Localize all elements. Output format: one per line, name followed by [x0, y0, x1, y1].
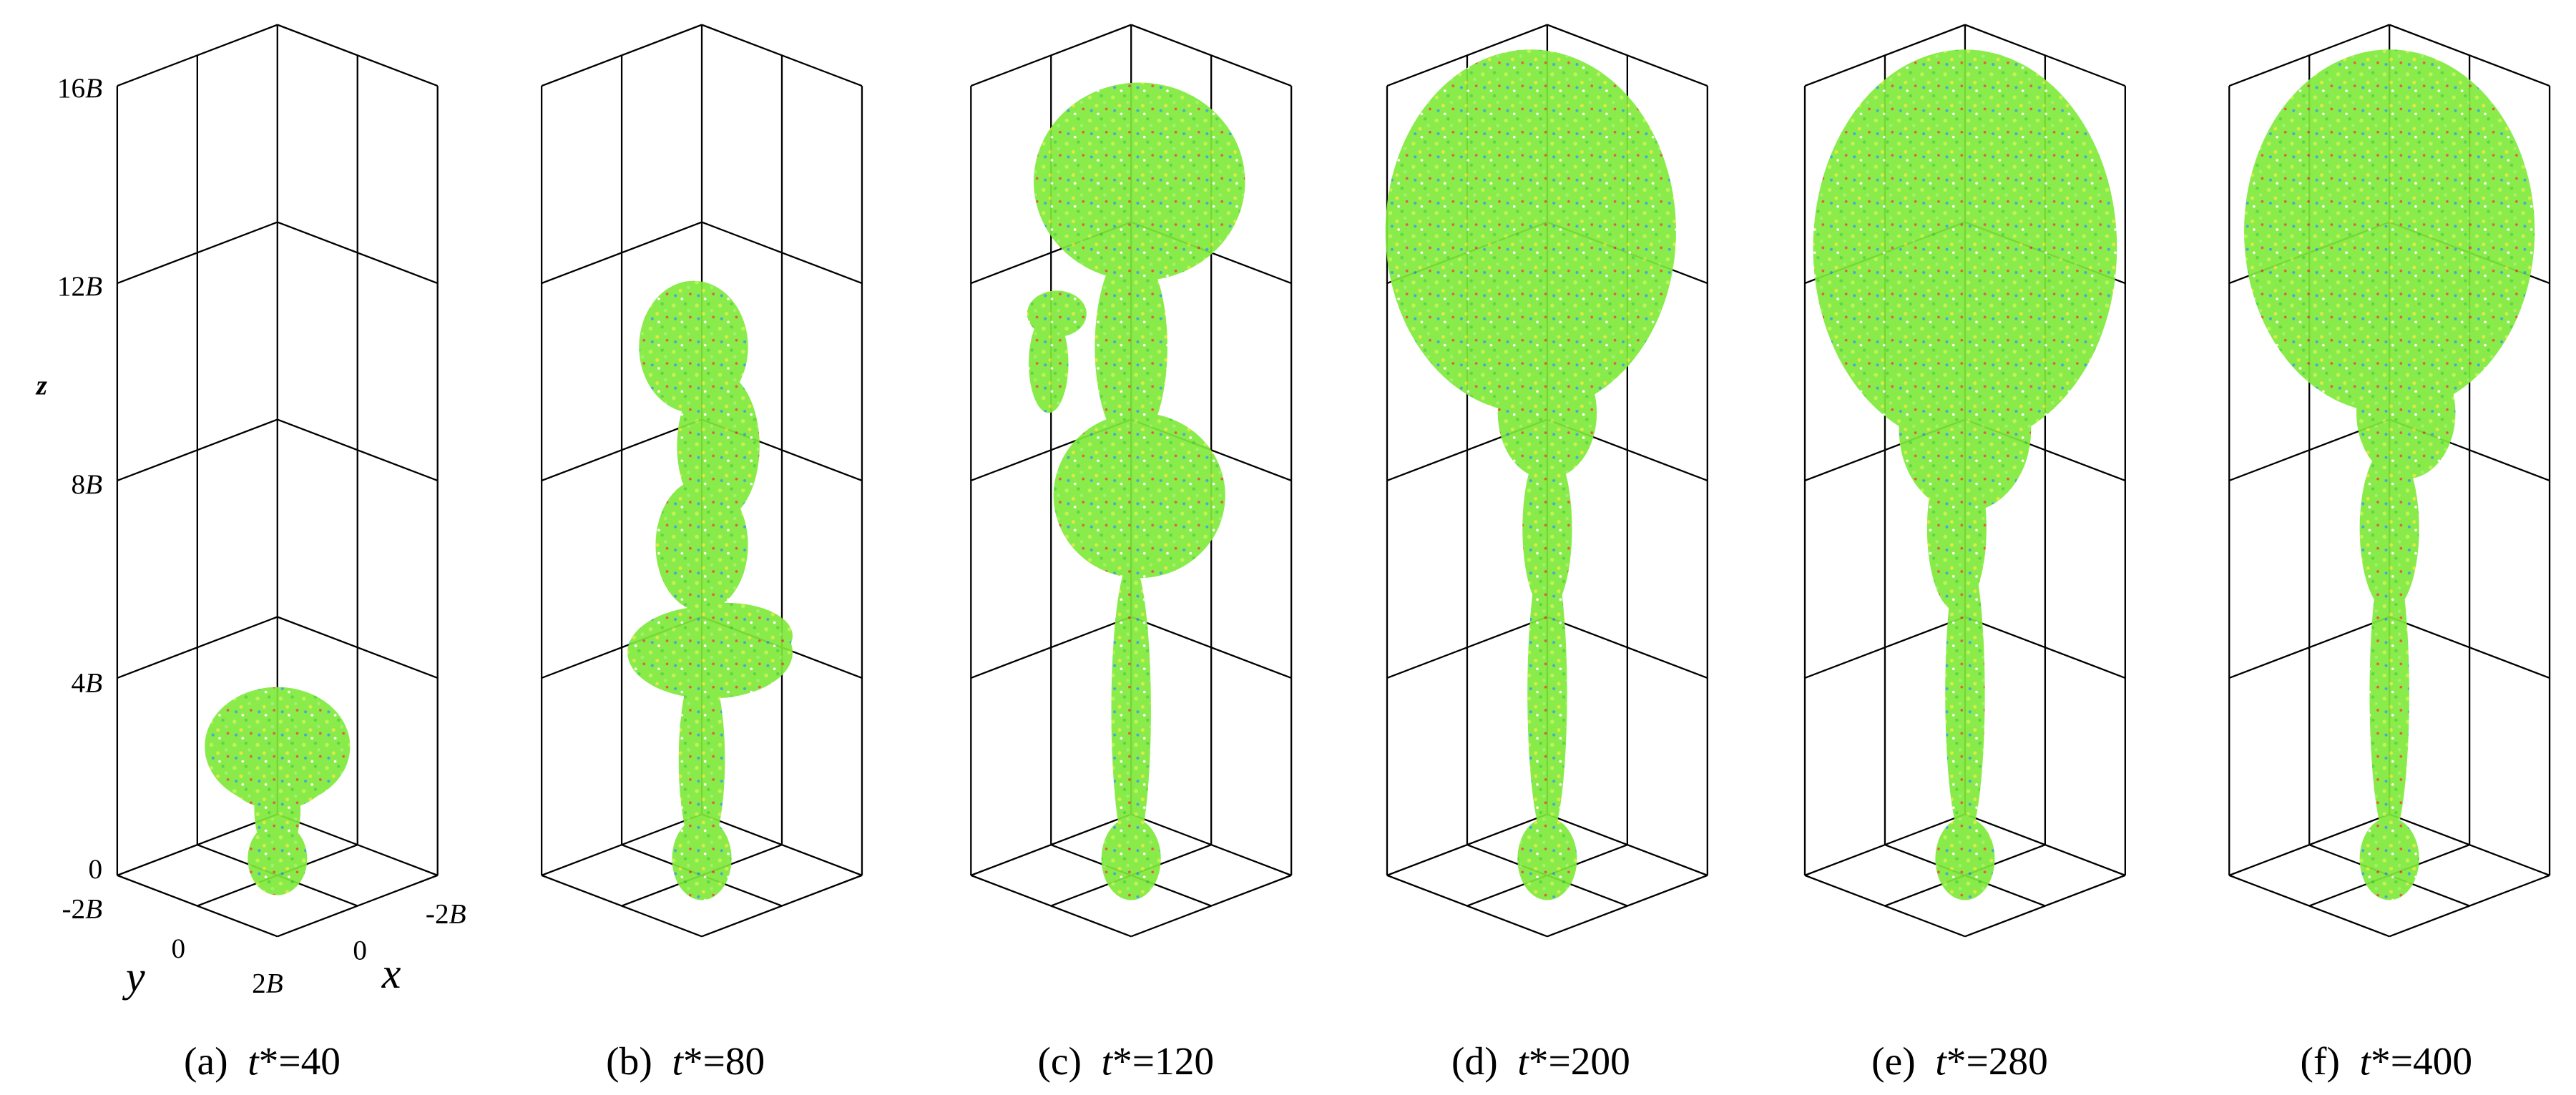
- grid-line: [277, 418, 439, 482]
- z-tick-label: 0: [88, 854, 102, 885]
- z-tick-label: 4B: [72, 667, 103, 698]
- grid-line: [117, 616, 278, 679]
- grid-line: [1964, 616, 2126, 679]
- panel-time: t*=280: [1935, 1039, 2047, 1083]
- y-tick-label: 2B: [252, 968, 283, 999]
- plume-blob: [227, 743, 328, 810]
- plume-blob: [2244, 49, 2535, 413]
- grid-line: [2389, 616, 2550, 679]
- panel: (a) t*=40: [116, 24, 439, 1083]
- plume-blob: [1935, 817, 1995, 900]
- z-tick-label: 8B: [72, 469, 103, 500]
- y-tick-label: -2B: [62, 894, 102, 925]
- box-edge: [1804, 24, 1966, 87]
- box-edge: [970, 24, 1132, 87]
- plume-blob: [639, 280, 748, 413]
- box-edge: [2228, 24, 2390, 87]
- grid-line: [970, 616, 1132, 679]
- plume: [205, 687, 351, 895]
- y-axis-label: y: [122, 953, 145, 1000]
- grid-line: [1547, 616, 1708, 679]
- plume-blob: [1385, 49, 1676, 413]
- box-edge: [277, 24, 439, 87]
- z-tick-label: 12B: [57, 271, 102, 302]
- x-tick-label: 0: [353, 935, 367, 966]
- panel-label: (e): [1871, 1039, 1915, 1083]
- plume: [2244, 49, 2535, 900]
- panel-time: t*=40: [248, 1039, 341, 1083]
- plume: [1813, 49, 2117, 900]
- grid-line: [541, 418, 702, 482]
- x-axis-label: x: [381, 950, 401, 997]
- plume-blob: [1029, 313, 1069, 413]
- z-tick-label: 16B: [57, 73, 102, 104]
- panel: (f) t*=400: [2228, 24, 2551, 1083]
- plume-blob: [2369, 545, 2409, 843]
- plume-blob: [1899, 346, 2032, 512]
- plume-blob: [1034, 82, 1245, 281]
- box-edge: [1547, 24, 1708, 87]
- plume-blob: [1497, 346, 1597, 479]
- grid-line: [117, 221, 278, 285]
- grid-line: [1386, 616, 1548, 679]
- panel-time: t*=200: [1517, 1039, 1630, 1083]
- grid-line: [541, 221, 702, 285]
- plume-blob: [660, 602, 793, 669]
- panel: (d) t*=200: [1385, 24, 1708, 1083]
- plume-blob: [1813, 49, 2117, 446]
- plume-blob: [2359, 446, 2419, 612]
- panel-time: t*=400: [2360, 1039, 2472, 1083]
- z-axis-label: z: [35, 370, 48, 401]
- plume-blob: [2356, 346, 2456, 479]
- box-edge: [117, 24, 278, 87]
- grid-line: [117, 418, 278, 482]
- panel-label: (d): [1451, 1039, 1498, 1083]
- axis-labels: z 16B 12B 8B 4B 0 -2B 0 2B y -2B 0 x: [35, 73, 466, 1000]
- grid-line: [1130, 616, 1292, 679]
- grid-line: [1804, 616, 1966, 679]
- box-edge: [701, 24, 863, 87]
- panel-label: (b): [606, 1039, 652, 1083]
- plume-blob: [1522, 446, 1572, 612]
- box-edge: [541, 24, 702, 87]
- plume: [1385, 49, 1676, 900]
- plume: [1027, 82, 1245, 900]
- panel-time: t*=120: [1102, 1039, 1214, 1083]
- panel: (c) t*=120: [970, 24, 1293, 1083]
- plume-blob: [1945, 545, 1985, 843]
- box-edge: [1386, 24, 1548, 87]
- box-edge: [1964, 24, 2126, 87]
- y-tick-label: 0: [171, 933, 185, 964]
- plume-blob: [1111, 561, 1151, 859]
- plume-blob: [1094, 247, 1167, 446]
- plume-blob: [2359, 817, 2419, 900]
- grid-line: [2228, 616, 2390, 679]
- panel-label: (f): [2301, 1039, 2340, 1083]
- panels: (a) t*=40 (b) t*=80 (c) t*=120 (d) t*=200 (e) t*=…: [116, 24, 2551, 1083]
- plume-blob: [1527, 545, 1567, 843]
- panel: (e) t*=280: [1803, 24, 2126, 1083]
- x-tick-label: -2B: [426, 899, 466, 930]
- grid-line: [277, 221, 439, 285]
- plume-blob: [678, 660, 725, 859]
- plume: [627, 280, 793, 900]
- panel-label: (a): [184, 1039, 227, 1083]
- box-edge: [2389, 24, 2550, 87]
- panel: (b) t*=80: [540, 24, 863, 1083]
- box-edge: [1130, 24, 1292, 87]
- plume-blob: [1517, 817, 1577, 900]
- panel-time: t*=80: [672, 1039, 765, 1083]
- grid-line: [701, 221, 863, 285]
- panel-label: (c): [1037, 1039, 1081, 1083]
- plume-blob: [1053, 413, 1225, 579]
- grid-line: [277, 616, 439, 679]
